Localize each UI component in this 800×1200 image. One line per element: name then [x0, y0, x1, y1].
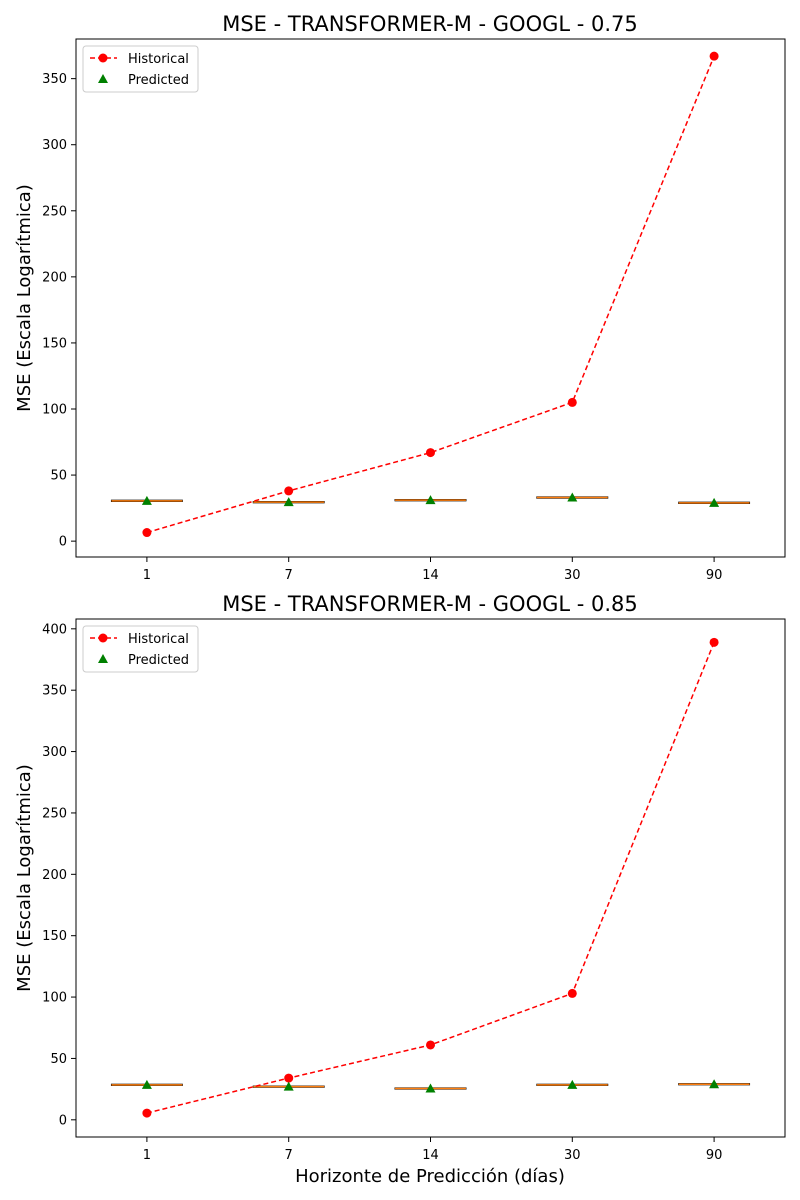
historical-point [426, 448, 435, 458]
predicted-point [709, 1079, 720, 1089]
y-axis-label: MSE (Escala Logarítmica) [14, 764, 35, 992]
y-tick-label: 50 [50, 1052, 67, 1067]
plot-frame [75, 38, 786, 558]
legend-historical-marker [98, 53, 108, 63]
x-tick-label: 1 [143, 1148, 151, 1163]
historical-point [284, 486, 294, 496]
legend: Historical Predicted [82, 625, 199, 673]
y-tick-label: 200 [42, 868, 67, 883]
y-tick-label: 250 [42, 806, 67, 821]
legend-box [82, 625, 199, 673]
y-tick-label: 200 [42, 270, 67, 285]
historical-line [146, 55, 715, 534]
historical-point [567, 397, 577, 407]
y-tick-label: 350 [42, 684, 67, 699]
plot-area: 0 50 100 150 200 250 300 350 400 1 7 14 30 90 [42, 622, 751, 1163]
y-axis-label: MSE (Escala Logarítmica) [14, 184, 35, 412]
y-tick-label: 100 [42, 991, 67, 1006]
legend-historical-label: Historical [128, 52, 189, 67]
y-tick-label: 300 [42, 138, 67, 153]
predicted-point [283, 1081, 294, 1091]
historical-point [426, 1040, 435, 1050]
predicted-point [141, 495, 152, 505]
predicted-point [567, 492, 578, 502]
legend-box [82, 45, 199, 93]
plot-frame [75, 618, 786, 1138]
y-tick-label: 100 [42, 403, 67, 418]
predicted-point [567, 1079, 578, 1089]
chart-title: MSE - TRANSFORMER-M - GOOGL - 0.85 [222, 592, 638, 616]
y-tick-label: 250 [42, 204, 67, 219]
y-tick-label: 0 [59, 1113, 67, 1128]
x-tick-label: 30 [564, 1148, 581, 1163]
legend-predicted-label: Predicted [128, 73, 189, 88]
x-tick-label: 7 [285, 568, 293, 583]
legend-predicted-label: Predicted [128, 653, 189, 668]
chart-title: MSE - TRANSFORMER-M - GOOGL - 0.75 [222, 12, 638, 36]
y-tick-label: 300 [42, 745, 67, 760]
x-tick-label: 90 [706, 568, 723, 583]
x-tick-label: 7 [285, 1148, 293, 1163]
x-tick-label: 30 [564, 568, 581, 583]
y-tick-label: 400 [42, 622, 67, 637]
historical-point [709, 637, 719, 647]
predicted-point [141, 1079, 152, 1089]
y-tick-label: 0 [59, 535, 67, 550]
x-tick-label: 90 [706, 1148, 723, 1163]
plot-area: 0 50 100 150 200 250 300 350 1 7 14 30 90 [42, 51, 751, 583]
historical-point [142, 528, 152, 538]
chart-panel-bottom: MSE - TRANSFORMER-M - GOOGL - 0.85 MSE (… [14, 592, 786, 1187]
historical-point [567, 988, 577, 998]
x-tick-label: 14 [422, 568, 439, 583]
y-tick-label: 50 [50, 469, 67, 484]
legend-predicted-marker [98, 74, 108, 83]
predicted-point [425, 1083, 436, 1093]
legend-historical-marker [98, 633, 108, 643]
x-tick-label: 1 [143, 568, 151, 583]
legend-historical-label: Historical [128, 632, 189, 647]
x-tick-label: 14 [422, 1148, 439, 1163]
historical-point [142, 1108, 152, 1118]
predicted-point [709, 497, 720, 507]
legend-predicted-marker [98, 654, 108, 663]
historical-point [709, 51, 719, 61]
x-axis-label: Horizonte de Predicción (días) [295, 1166, 565, 1187]
y-tick-label: 150 [42, 336, 67, 351]
y-tick-label: 150 [42, 929, 67, 944]
chart-panel-top: MSE - TRANSFORMER-M - GOOGL - 0.75 MSE (… [14, 12, 786, 583]
y-tick-label: 350 [42, 72, 67, 87]
legend: Historical Predicted [82, 45, 199, 93]
predicted-point [283, 497, 294, 507]
historical-point [284, 1073, 294, 1083]
predicted-point [425, 495, 436, 505]
